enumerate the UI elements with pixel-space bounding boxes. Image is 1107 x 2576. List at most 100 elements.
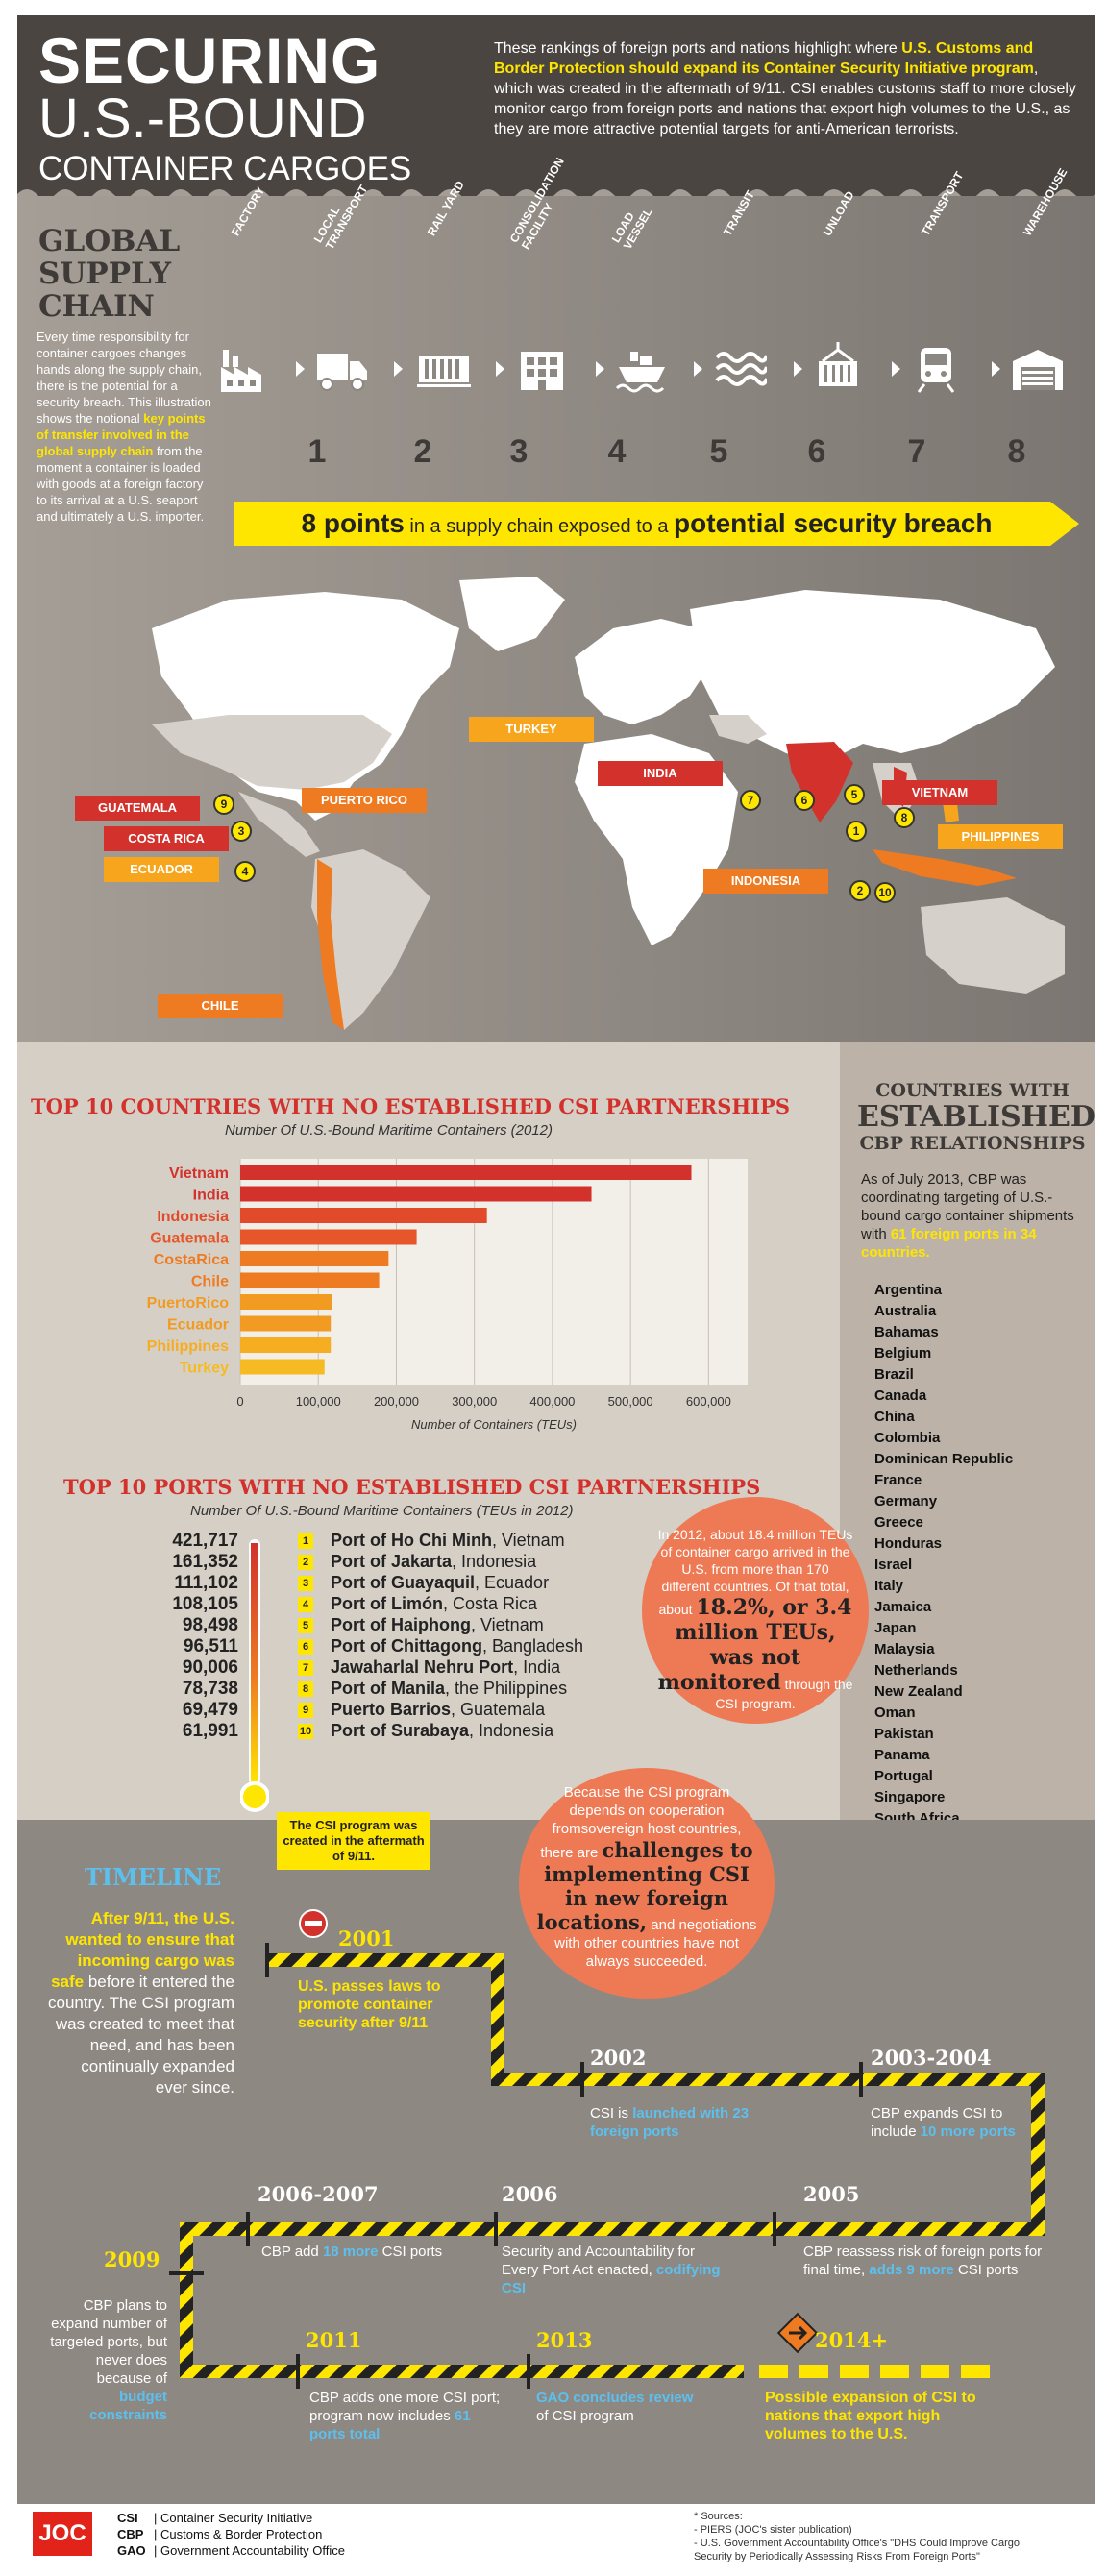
map-label-guatemala: GUATEMALA — [75, 796, 200, 821]
supply-chain-title: GLOBAL SUPPLY CHAIN — [38, 224, 181, 324]
chart-bar — [240, 1208, 487, 1223]
crane-container-icon — [819, 342, 857, 386]
building-icon — [521, 352, 563, 390]
port-name: Port of Limón, Costa Rica — [331, 1594, 538, 1613]
rail-car-icon — [417, 356, 471, 387]
port-name: Port of Surabaya, Indonesia — [331, 1721, 554, 1740]
chart-category-label: Chile — [191, 1274, 229, 1290]
country-list-item: Oman — [874, 1705, 916, 1721]
country-list-item: Pakistan — [874, 1726, 934, 1742]
port-volume: 98,498 — [182, 1615, 238, 1635]
country-list-item: Italy — [874, 1578, 904, 1594]
chart-category-label: Ecuador — [167, 1317, 229, 1334]
chart-bar — [240, 1337, 332, 1353]
title-line-3: CONTAINER CARGOES — [38, 150, 412, 187]
stage-number: 6 — [807, 433, 826, 470]
chart-category-label: CostaRica — [154, 1252, 229, 1268]
map-label-puerto-rico: PUERTO RICO — [302, 788, 427, 813]
map-label-indonesia: INDONESIA — [703, 869, 828, 894]
timeline-year-2005: 2005 — [803, 2182, 860, 2206]
countries-bar-chart: 0 100,000 200,000 300,000 400,000 500,000 600,… — [147, 1159, 748, 1432]
country-list-item: Brazil — [874, 1366, 914, 1383]
chart-bar — [240, 1251, 389, 1266]
country-list-item: Honduras — [874, 1535, 943, 1552]
country-list-item: Argentina — [874, 1282, 943, 1298]
port-volume: 90,006 — [182, 1657, 238, 1678]
country-list-item: Australia — [874, 1303, 937, 1319]
port-name: Port of Guayaquil, Ecuador — [331, 1573, 550, 1592]
truck-icon — [317, 354, 367, 391]
footer: JOC CSI | Container Security Initiative C… — [17, 2504, 1095, 2562]
port-rank-badge: 6 — [298, 1639, 313, 1655]
arrow-right-icon — [596, 361, 604, 377]
countries-chart-title: TOP 10 COUNTRIES WITH NO ESTABLISHED CSI… — [31, 1094, 790, 1118]
timeline-year-2013: 2013 — [536, 2328, 593, 2352]
chart-x-tick-label: 0 — [236, 1394, 243, 1409]
country-list-item: Canada — [874, 1387, 927, 1404]
stage-label-load-vessel: LOAD VESSEL — [608, 205, 655, 252]
country-list-item: Greece — [874, 1514, 923, 1531]
timeline-text-2011: CBP adds one more CSI port; program now … — [309, 2390, 501, 2442]
map-pin: 9 — [213, 794, 234, 815]
country-list-item: Portugal — [874, 1768, 933, 1784]
chart-x-tick-label: 500,000 — [608, 1394, 653, 1409]
country-list-item: Colombia — [874, 1430, 941, 1446]
timeline-year-2006: 2006 — [502, 2182, 558, 2206]
port-volume: 108,105 — [172, 1594, 238, 1614]
stage-number: 5 — [709, 433, 728, 470]
established-text: As of July 2013, CBP was coordinating ta… — [861, 1171, 1074, 1261]
port-rank-badge: 3 — [298, 1576, 313, 1591]
stage-label-transit: TRANSIT — [720, 187, 757, 238]
map-label-philippines: PHILIPPINES — [938, 824, 1063, 849]
timeline-text-2001: U.S. passes laws to promote container se… — [298, 1978, 441, 2031]
timeline-year-2011: 2011 — [306, 2328, 362, 2352]
chart-x-tick-label: 100,000 — [296, 1394, 341, 1409]
port-name: Port of Manila, the Philippines — [331, 1679, 568, 1698]
map-pin: 2 — [849, 880, 871, 901]
timeline-text-2006: Security and Accountability for Every Po… — [502, 2244, 721, 2296]
map-pin: 1 — [846, 821, 867, 842]
timeline-year-2014: 2014+ — [815, 2328, 889, 2352]
chart-x-tick-label: 600,000 — [686, 1394, 731, 1409]
supply-chain-section: GLOBAL SUPPLY CHAIN Every time responsib… — [17, 156, 1095, 1042]
breach-banner-text: 8 points in a supply chain exposed to a … — [301, 508, 993, 538]
port-volume: 96,511 — [183, 1636, 238, 1656]
country-list-item: Malaysia — [874, 1641, 935, 1657]
port-rank-badge: 4 — [298, 1597, 313, 1612]
challenges-circle: Because the CSI program depends on coope… — [519, 1768, 775, 1999]
supply-chain-text: Every time responsibility for container … — [37, 330, 211, 524]
port-volume: 421,717 — [172, 1531, 238, 1551]
timeline-text-2014: Possible expansion of CSI to nations tha… — [765, 2390, 976, 2442]
timeline-year-2006-2007: 2006-2007 — [258, 2182, 379, 2206]
chart-bar — [240, 1315, 332, 1332]
port-name: Port of Ho Chi Minh, Vietnam — [331, 1531, 565, 1550]
port-rank-badge: 8 — [298, 1681, 313, 1697]
stage-number: 1 — [308, 433, 327, 470]
waves-icon — [715, 352, 767, 386]
chart-category-label: PuertoRico — [147, 1295, 230, 1312]
ports-title: TOP 10 PORTS WITH NO ESTABLISHED CSI PAR… — [63, 1475, 761, 1499]
timeline-text-2002: CSI is launched with 23 foreign ports — [590, 2105, 750, 2140]
port-rank-badge: 7 — [298, 1660, 313, 1676]
map-label-india: INDIA — [598, 761, 723, 786]
thermometer-icon — [240, 1539, 269, 1812]
country-list-item: Netherlands — [874, 1662, 958, 1679]
chart-bar — [240, 1294, 332, 1310]
country-list-item: Bahamas — [874, 1324, 939, 1340]
country-list-item: Dominican Republic — [874, 1451, 1014, 1467]
title-line-2: U.S.-BOUND — [38, 87, 367, 150]
port-rank-badge: 5 — [298, 1618, 313, 1633]
chart-x-tick-label: 400,000 — [529, 1394, 575, 1409]
stage-number: 7 — [907, 433, 926, 470]
chart-category-label: Indonesia — [157, 1209, 229, 1225]
map-pin: 8 — [894, 807, 915, 828]
timeline-text-2003: CBP expands CSI to include 10 more ports — [871, 2105, 1016, 2140]
timeline-text-2006-2007: CBP add 18 more CSI ports — [261, 2244, 443, 2260]
country-list-item: Belgium — [874, 1345, 932, 1362]
csi-created-callout: The CSI program was created in the after… — [277, 1812, 430, 1870]
stage-number: 4 — [607, 433, 627, 470]
timeline-text-2009: CBP plans to expand number of targeted p… — [50, 2297, 167, 2423]
warehouse-icon — [1013, 350, 1063, 390]
port-name: Port of Chittagong, Bangladesh — [331, 1636, 584, 1656]
abbreviation-row: CSI | Container Security Initiative — [117, 2511, 313, 2525]
